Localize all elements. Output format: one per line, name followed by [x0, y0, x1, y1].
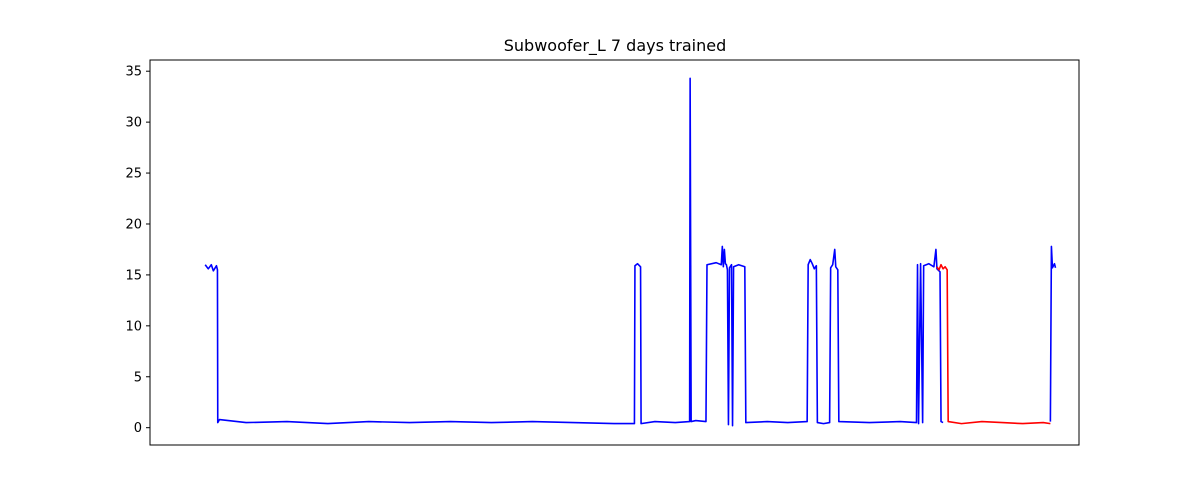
y-tick-label: 25 [125, 167, 142, 182]
y-tick-label: 35 [125, 65, 142, 80]
series-line-0 [204, 77, 944, 427]
y-tick-label: 5 [134, 370, 142, 385]
y-tick-label: 0 [134, 421, 142, 436]
chart-title: Subwoofer_L 7 days trained [504, 36, 727, 56]
y-tick-label: 20 [125, 217, 142, 232]
plot-frame [149, 59, 1080, 446]
plot-area [204, 77, 1057, 427]
y-axis: 0 5 10 15 20 25 30 35 [125, 65, 150, 436]
series-line-1 [936, 263, 1051, 425]
series-line-2 [1049, 245, 1057, 422]
y-tick-label: 30 [125, 116, 142, 131]
y-tick-label: 15 [125, 268, 142, 283]
y-tick-label: 10 [125, 319, 142, 334]
